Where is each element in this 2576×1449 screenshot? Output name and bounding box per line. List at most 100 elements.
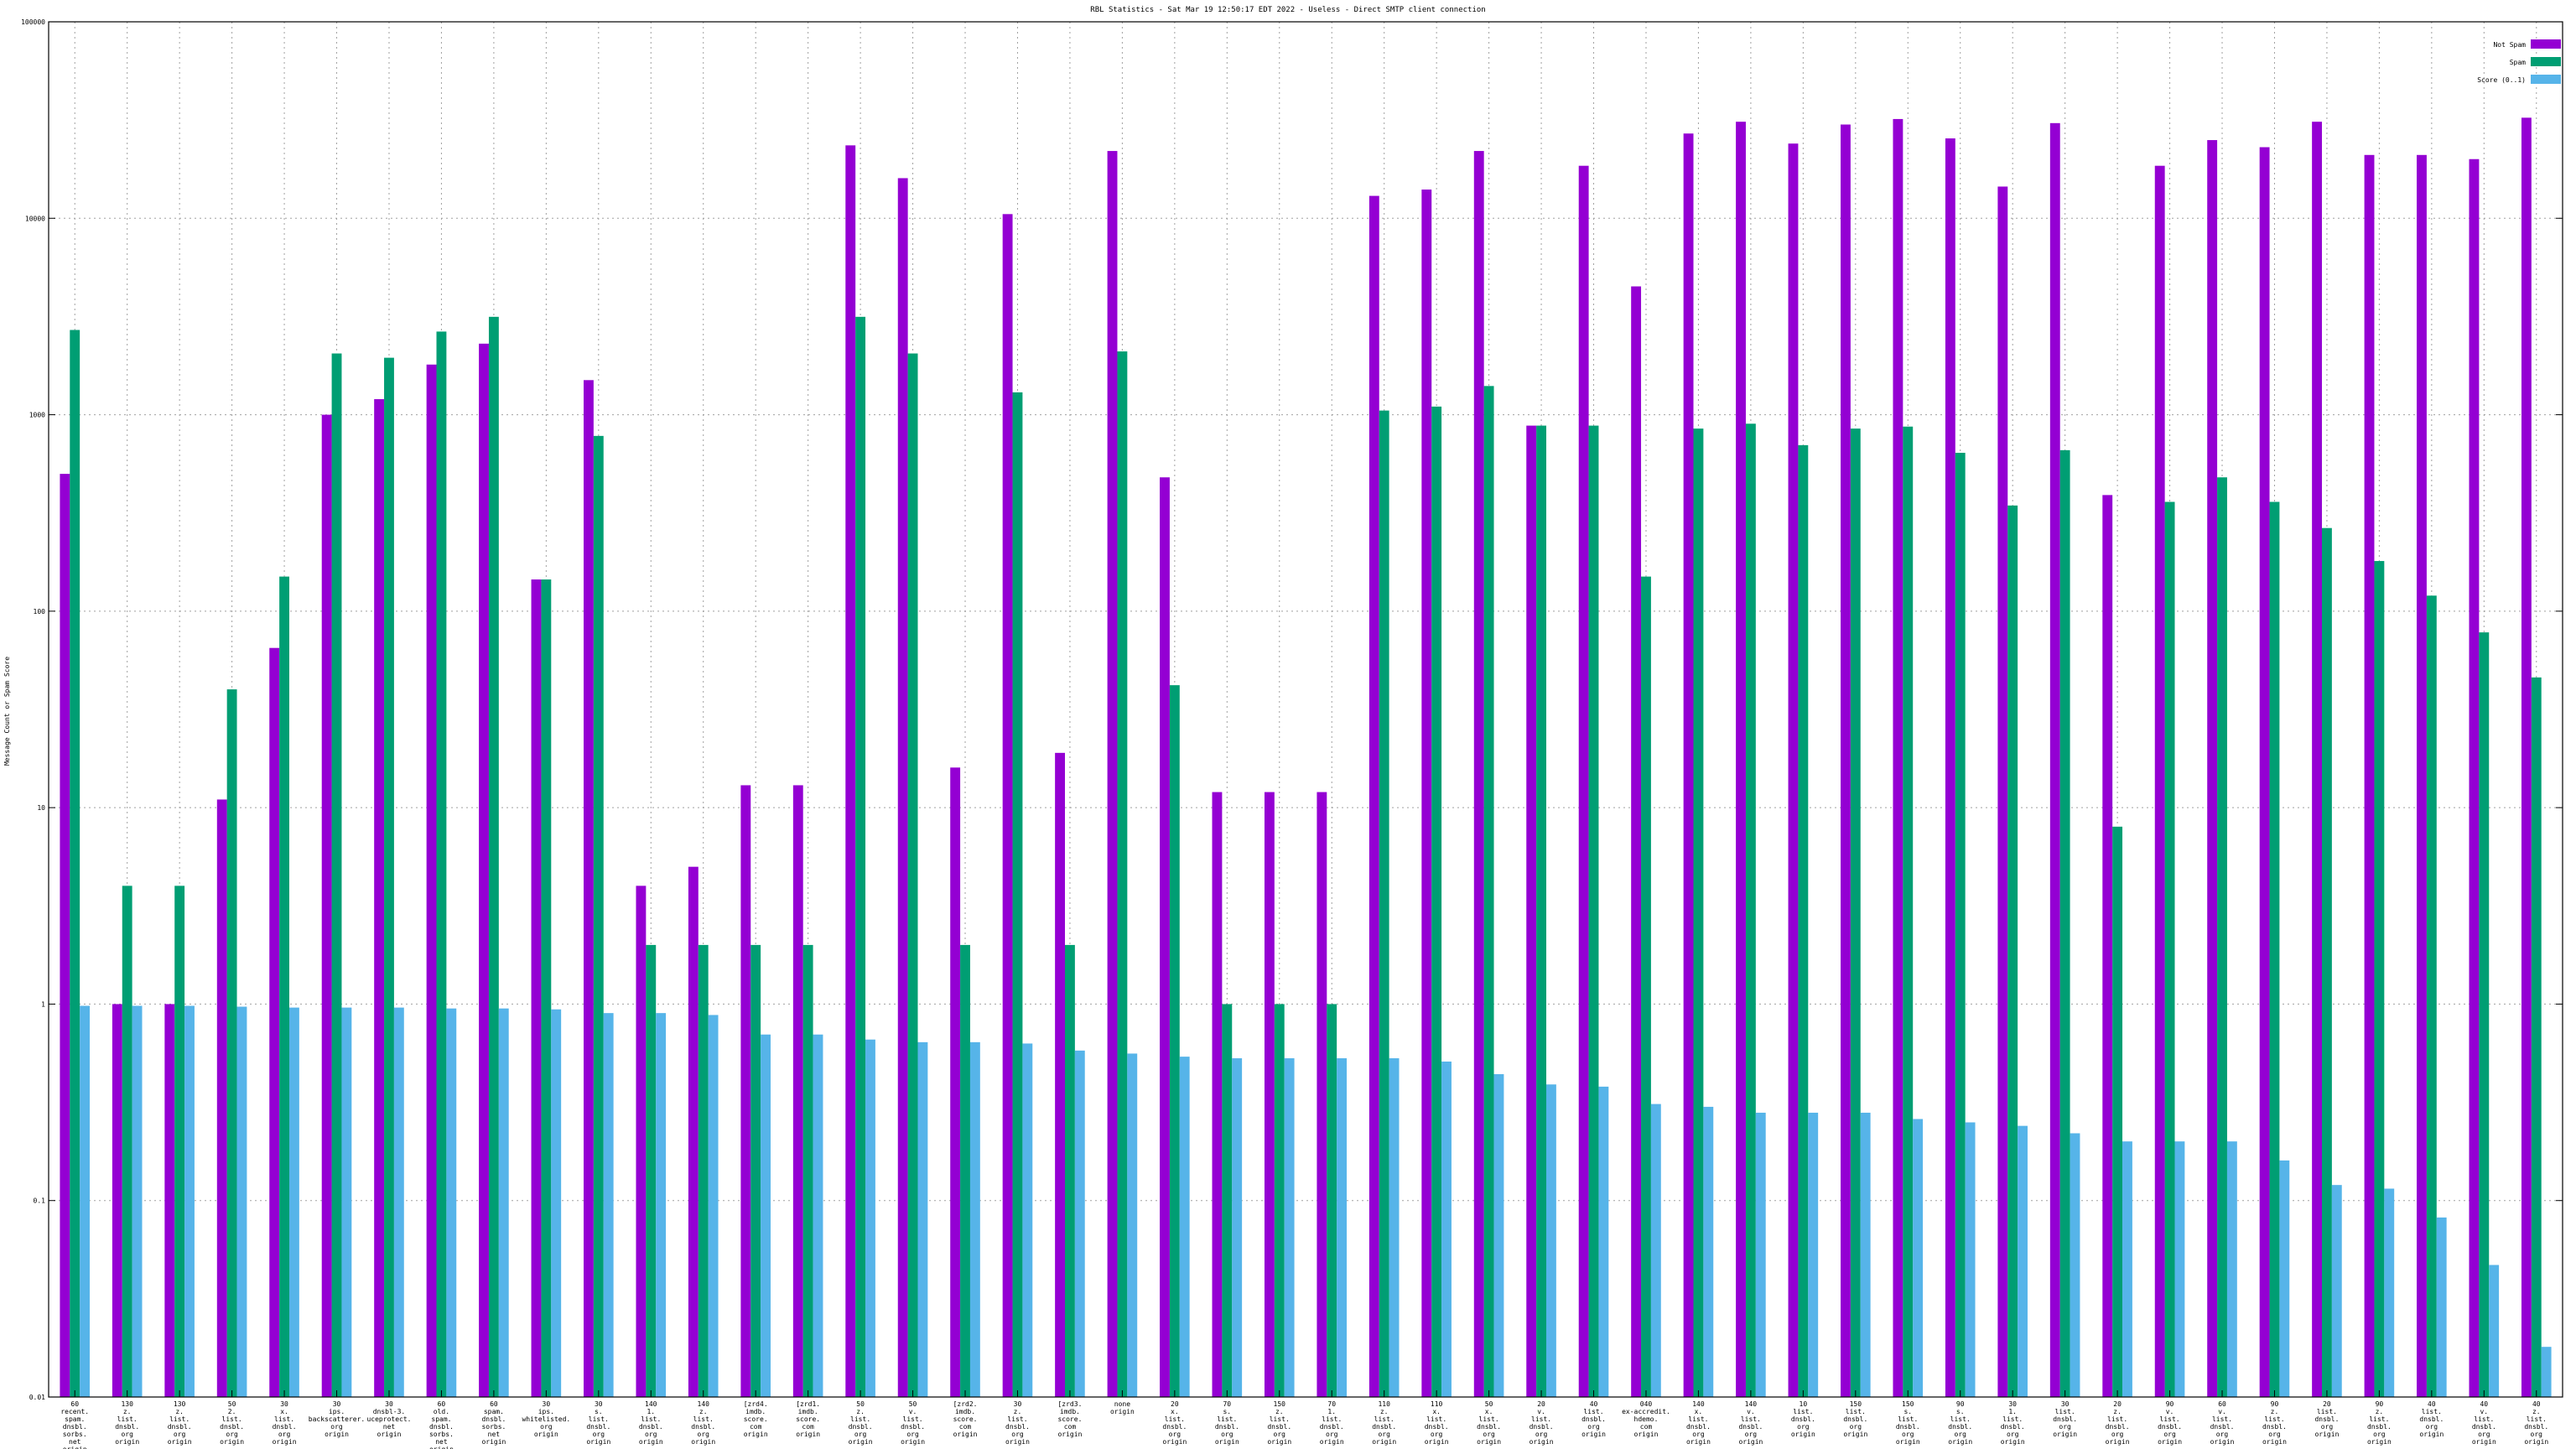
x-tick-label: 040 ex-accredit. hdemo. com origin xyxy=(1622,1400,1670,1438)
bar-spam xyxy=(960,944,970,1397)
bar-spam xyxy=(2322,527,2332,1397)
bar-not-spam xyxy=(2154,165,2165,1398)
bar-not-spam xyxy=(792,785,803,1397)
bar-score-0-1 xyxy=(1808,1112,1819,1397)
bar-spam xyxy=(279,576,289,1397)
bar-spam xyxy=(488,316,499,1398)
y-ticks: 0.01 0.1 1 10 100 1000 10000 100000 xyxy=(21,18,2563,1401)
bar-spam xyxy=(1065,944,1075,1397)
bar-spam xyxy=(646,944,657,1397)
bar-not-spam xyxy=(374,399,385,1397)
y-tick-label: 10 xyxy=(37,804,45,812)
bar-not-spam xyxy=(2521,117,2532,1397)
bar-score-0-1 xyxy=(1703,1106,1714,1397)
bar-score-0-1 xyxy=(1545,1084,1556,1397)
bar-not-spam xyxy=(2207,140,2218,1397)
bar-not-spam xyxy=(1107,151,1118,1397)
bar-spam xyxy=(1012,392,1023,1398)
bar-not-spam xyxy=(584,380,594,1397)
bar-spam xyxy=(2479,632,2490,1397)
bar-score-0-1 xyxy=(2226,1141,2237,1397)
bar-score-0-1 xyxy=(708,1015,719,1397)
bar-spam xyxy=(1274,1004,1285,1397)
bar-not-spam xyxy=(2312,122,2323,1397)
x-tick-label: [zrd4. imdb. score. com origin xyxy=(744,1400,768,1438)
bar-not-spam xyxy=(740,785,751,1397)
bar-spam xyxy=(2217,477,2227,1397)
bar-spam xyxy=(2531,677,2542,1397)
x-tick-label: 20 x. list. dnsbl. org origin xyxy=(1162,1400,1187,1446)
x-tick-label: 70 1. list. dnsbl. org origin xyxy=(1320,1400,1344,1446)
bar-spam xyxy=(1483,386,1494,1398)
y-axis-label: Message Count or Spam Score xyxy=(3,657,11,766)
bar-not-spam xyxy=(1631,286,1642,1397)
bar-spam xyxy=(593,435,604,1398)
x-tick-label: 110 z. list. dnsbl. org origin xyxy=(1372,1400,1396,1446)
bar-spam xyxy=(1745,423,1756,1397)
bar-score-0-1 xyxy=(2436,1217,2447,1397)
bar-score-0-1 xyxy=(498,1008,509,1397)
bar-not-spam xyxy=(1893,118,1903,1398)
x-tick-label: 130 z. list. dnsbl. org origin xyxy=(168,1400,192,1446)
bar-not-spam xyxy=(950,767,961,1397)
bar-score-0-1 xyxy=(1232,1058,1243,1397)
bar-spam xyxy=(2164,501,2175,1397)
bar-score-0-1 xyxy=(2122,1141,2132,1397)
y-tick-label: 100000 xyxy=(21,18,45,26)
chart-title: RBL Statistics - Sat Mar 19 12:50:17 EDT… xyxy=(1090,6,1485,14)
bar-score-0-1 xyxy=(1127,1053,1138,1397)
bar-score-0-1 xyxy=(813,1034,823,1397)
x-tick-label: 90 z. list. dnsbl. org origin xyxy=(2262,1400,2287,1446)
bar-score-0-1 xyxy=(184,1005,195,1397)
bar-spam xyxy=(541,579,552,1397)
bar-not-spam xyxy=(1526,425,1537,1397)
x-tick-label: none origin xyxy=(1110,1400,1135,1415)
bar-spam xyxy=(2059,449,2070,1397)
bar-not-spam xyxy=(2259,147,2270,1397)
bar-not-spam xyxy=(1368,195,1379,1397)
x-tick-label: 30 z. list. dnsbl. org origin xyxy=(1005,1400,1030,1446)
bar-spam xyxy=(1536,425,1546,1397)
x-tick-label: 30 list. dnsbl. org origin xyxy=(2053,1400,2077,1438)
bar-not-spam xyxy=(897,178,908,1397)
bar-score-0-1 xyxy=(2541,1347,2552,1397)
bar-not-spam xyxy=(845,145,856,1397)
bar-score-0-1 xyxy=(1179,1057,1190,1397)
bar-spam xyxy=(1327,1004,1337,1397)
bar-score-0-1 xyxy=(2174,1141,2185,1397)
bar-not-spam xyxy=(1212,792,1223,1397)
x-tick-label: 50 x. list. dnsbl. org origin xyxy=(1477,1400,1501,1446)
bar-score-0-1 xyxy=(865,1039,875,1397)
bar-spam xyxy=(2374,561,2385,1397)
bar-spam xyxy=(1955,452,1966,1397)
bar-spam xyxy=(1431,406,1442,1397)
bar-score-0-1 xyxy=(2018,1125,2028,1397)
bar-spam xyxy=(2007,505,2018,1398)
bar-score-0-1 xyxy=(341,1007,352,1397)
x-tick-label: 30 1. list. dnsbl. org origin xyxy=(2001,1400,2025,1446)
x-tick-label: 20 z. list. dnsbl. org origin xyxy=(2106,1400,2130,1446)
x-tick-label: 40 list. dnsbl. org origin xyxy=(2419,1400,2444,1438)
bar-not-spam xyxy=(426,364,437,1397)
bar-not-spam xyxy=(1317,792,1327,1397)
bar-not-spam xyxy=(1945,138,1955,1397)
x-tick-label: 50 2. list. dnsbl. org origin xyxy=(220,1400,244,1446)
bar-not-spam xyxy=(531,579,542,1397)
x-tick-label: 140 v. list. dnsbl. org origin xyxy=(1738,1400,1763,1446)
bar-score-0-1 xyxy=(1022,1043,1033,1397)
legend-label: Score (0..1) xyxy=(2477,76,2526,84)
bar-spam xyxy=(1798,444,1809,1397)
bar-score-0-1 xyxy=(446,1008,457,1397)
x-tick-label: 110 x. list. dnsbl. org origin xyxy=(1425,1400,1449,1446)
bar-score-0-1 xyxy=(132,1005,143,1397)
bar-score-0-1 xyxy=(1337,1058,1348,1397)
x-tick-label: 10 list. dnsbl. org origin xyxy=(1791,1400,1815,1438)
bar-score-0-1 xyxy=(1913,1119,1924,1397)
x-tick-label: 150 s. list. dnsbl. org origin xyxy=(1896,1400,1920,1446)
x-tick-label: 50 z. list. dnsbl. org origin xyxy=(849,1400,873,1446)
bar-score-0-1 xyxy=(656,1013,667,1397)
bar-spam xyxy=(1850,428,1861,1398)
